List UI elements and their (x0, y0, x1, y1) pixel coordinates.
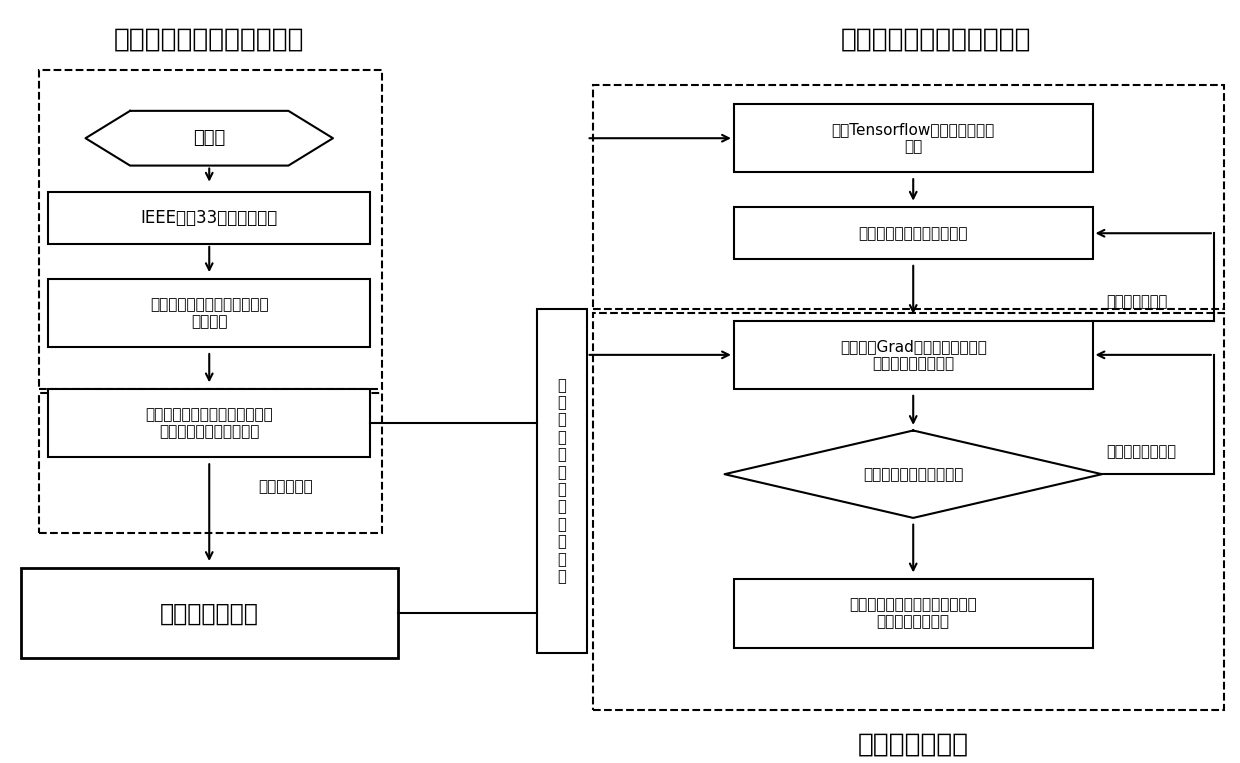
Text: 数
据
读
取
模
块
进
行
数
据
读
取: 数 据 读 取 模 块 进 行 数 据 读 取 (558, 378, 567, 584)
Text: 配网故障仿真模型搭建模块: 配网故障仿真模型搭建模块 (114, 27, 305, 53)
Text: 使用传统Grad梯度下降算法训练
数据，优化模型参数: 使用传统Grad梯度下降算法训练 数据，优化模型参数 (839, 339, 987, 371)
Text: 多层神经网络模型生成模块: 多层神经网络模型生成模块 (841, 27, 1030, 53)
Text: 未达到准确度要求: 未达到准确度要求 (1106, 444, 1177, 459)
FancyBboxPatch shape (537, 309, 587, 653)
Text: IEEE标准33节点配网建模: IEEE标准33节点配网建模 (140, 209, 278, 227)
FancyBboxPatch shape (21, 568, 398, 658)
Text: 准确率评估模块: 准确率评估模块 (858, 732, 968, 758)
Text: 初始化: 初始化 (193, 129, 226, 147)
Polygon shape (724, 430, 1102, 518)
Text: 数据采集模块: 数据采集模块 (259, 479, 314, 494)
FancyBboxPatch shape (48, 389, 370, 458)
Text: 设置神经元个数，模型参数: 设置神经元个数，模型参数 (858, 226, 968, 241)
Text: 输出故障定位准确率以及神经网
络模型中各参数值: 输出故障定位准确率以及神经网 络模型中各参数值 (849, 597, 977, 629)
Text: 模型仿真配网故障并根据采集数
据形成多维数据集并存储: 模型仿真配网故障并根据采集数 据形成多维数据集并存储 (145, 407, 273, 439)
FancyBboxPatch shape (734, 104, 1092, 172)
Text: 训练是否达到准确度要求: 训练是否达到准确度要求 (863, 467, 963, 481)
FancyBboxPatch shape (734, 579, 1092, 648)
FancyBboxPatch shape (48, 192, 370, 244)
Text: 基于Tensorflow的多层神经网络
建模: 基于Tensorflow的多层神经网络 建模 (832, 122, 994, 154)
FancyBboxPatch shape (48, 278, 370, 347)
Polygon shape (86, 111, 334, 166)
FancyBboxPatch shape (734, 208, 1092, 259)
Text: 设置故障支路、负荷波动参数
模型参数: 设置故障支路、负荷波动参数 模型参数 (150, 297, 269, 330)
Text: 进行下一轮训练: 进行下一轮训练 (1106, 295, 1168, 309)
FancyBboxPatch shape (734, 320, 1092, 389)
Text: 故障历史数据库: 故障历史数据库 (160, 601, 259, 626)
